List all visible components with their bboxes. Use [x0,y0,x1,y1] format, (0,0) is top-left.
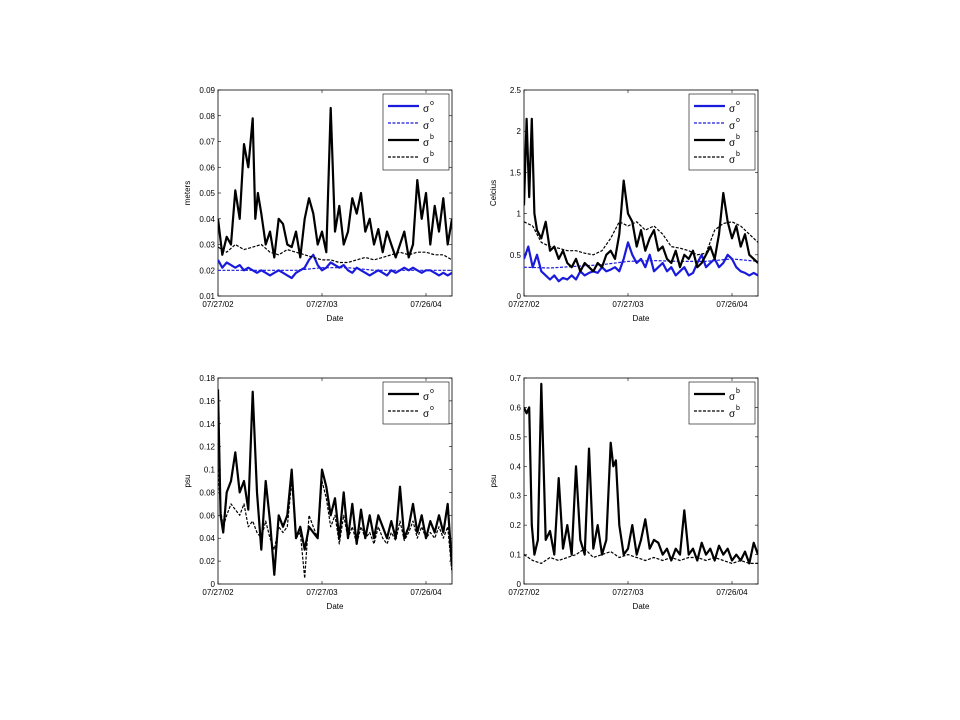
y-tick-label: 0.3 [510,492,522,501]
series-line-2 [524,548,758,565]
x-tick-label: 07/26/04 [410,588,442,597]
x-tick-label: 07/27/02 [202,300,234,309]
y-tick-label: 0.01 [199,292,215,301]
legend-label: σ [729,104,736,115]
x-tick-label: 07/27/02 [508,300,540,309]
series-line-1 [524,382,758,565]
legend-label-superscript: o [430,117,434,124]
legend-label: σ [729,138,736,149]
legend-label: σ [729,155,736,166]
x-axis-label: Date [633,314,650,323]
legend-label-superscript: o [430,405,434,412]
x-tick-label: 07/26/04 [410,300,442,309]
x-tick-label: 07/27/03 [306,300,338,309]
x-tick-label: 07/27/02 [508,588,540,597]
chart-panel-2: 0 0.5 1 1.5 2 2.5 07/27/02 07/27/03 07/26/04 Date… [489,86,759,323]
legend-label: σ [423,392,430,403]
legend-label: σ [423,155,430,166]
legend-box [382,381,450,425]
y-tick-label: 0.03 [199,241,215,250]
y-tick-label: 0.1 [204,466,216,475]
series-line-2 [218,267,452,271]
series-line-1 [218,253,452,280]
series-line-3 [218,106,452,259]
x-axis-label: Date [633,602,650,611]
legend-label-superscript: o [430,100,434,107]
series-line-1 [524,241,758,283]
y-tick-label: 0.04 [199,215,215,224]
y-tick-label: 0 [517,292,522,301]
legend-label-superscript: o [430,388,434,395]
y-tick-label: 0.16 [199,397,215,406]
legend-label-superscript: b [430,151,434,158]
y-tick-label: 0 [517,580,522,589]
chart-panel-3: 0 0.02 0.04 0.06 0.08 0.1 0.12 0.14 0.16 0.18 07/2… [183,374,453,611]
legend-label: σ [423,121,430,132]
y-tick-label: 0.2 [510,521,522,530]
y-axis-label: meters [183,181,192,205]
series-line-1 [218,389,452,576]
y-tick-label: 0 [211,580,216,589]
series-line-2 [218,469,452,579]
y-tick-label: 2 [517,127,522,136]
x-tick-label: 07/26/04 [716,588,748,597]
x-tick-label: 07/27/03 [306,588,338,597]
y-tick-label: 0.07 [199,138,215,147]
y-tick-label: 0.06 [199,163,215,172]
y-tick-label: 0.06 [199,511,215,520]
x-axis-label: Date [327,314,344,323]
x-tick-label: 07/27/03 [612,588,644,597]
y-tick-label: 0.12 [199,443,215,452]
legend-label-superscript: b [430,134,434,141]
y-tick-label: 0.7 [510,374,522,383]
y-tick-label: 0.4 [510,462,522,471]
y-tick-label: 1.5 [510,168,522,177]
chart-panel-4: 0 0.1 0.2 0.3 0.4 0.5 0.6 0.7 07/27/02 07/27/03 07… [489,374,759,611]
y-axis-label: psu [489,475,498,488]
x-tick-label: 07/26/04 [716,300,748,309]
y-tick-label: 0.02 [199,557,215,566]
y-tick-label: 0.08 [199,488,215,497]
y-axis-label: Celcius [489,180,498,206]
series-line-4 [218,243,452,264]
x-axis-label: Date [327,602,344,611]
legend-label-superscript: o [736,100,740,107]
legend-label: σ [423,138,430,149]
series-line-3 [524,117,758,273]
y-axis-label: psu [183,475,192,488]
legend-label-superscript: b [736,151,740,158]
y-tick-label: 0.08 [199,112,215,121]
y-tick-label: 0.09 [199,86,215,95]
y-tick-label: 0.5 [510,251,522,260]
y-tick-label: 0.1 [510,551,522,560]
legend-label: σ [423,409,430,420]
y-tick-label: 0.04 [199,534,215,543]
y-tick-label: 0.18 [199,374,215,383]
y-tick-label: 0.6 [510,403,522,412]
y-tick-label: 0.05 [199,189,215,198]
y-tick-label: 0.02 [199,266,215,275]
y-tick-label: 2.5 [510,86,522,95]
legend-label-superscript: b [736,388,740,395]
series-line-4 [524,221,758,256]
y-tick-label: 0.5 [510,433,522,442]
y-tick-label: 1 [517,210,522,219]
legend-label-superscript: b [736,134,740,141]
legend-label: σ [729,392,736,403]
legend-label-superscript: b [736,405,740,412]
y-tick-label: 0.14 [199,420,215,429]
x-tick-label: 07/27/02 [202,588,234,597]
chart-panel-1: 0.01 0.02 0.03 0.04 0.05 0.06 0.07 0.08 0.09 07/2… [183,86,453,323]
legend-label: σ [729,121,736,132]
legend-box [688,381,756,425]
series-line-2 [524,258,758,269]
legend-label-superscript: o [736,117,740,124]
x-tick-label: 07/27/03 [612,300,644,309]
legend-label: σ [729,409,736,420]
legend-label: σ [423,104,430,115]
